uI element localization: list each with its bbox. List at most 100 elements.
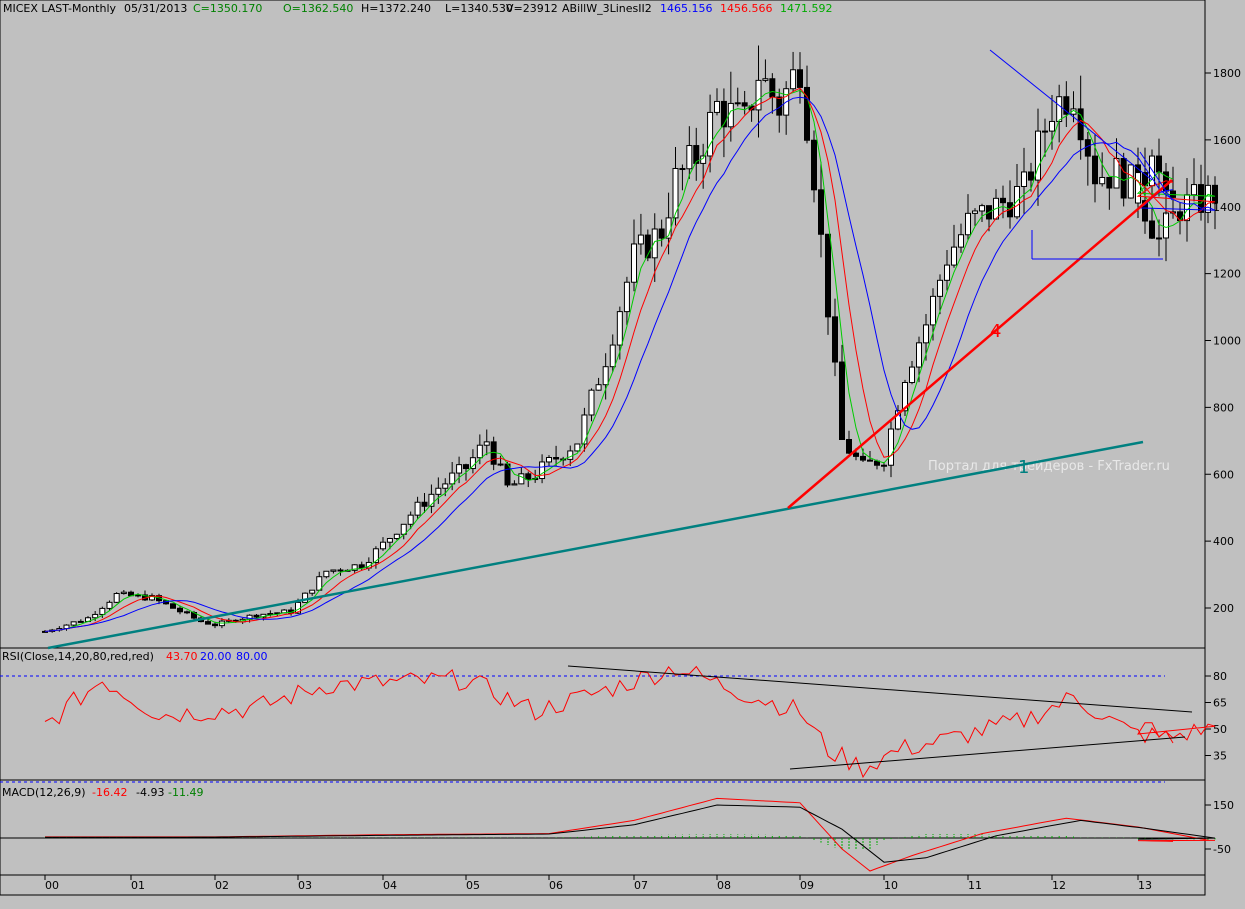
candle-body <box>693 145 700 164</box>
candle-body <box>1042 130 1048 133</box>
candle-body <box>1212 184 1218 204</box>
candle-body <box>393 533 400 539</box>
macd-value: -16.42 <box>92 786 127 799</box>
candle-body <box>483 441 490 446</box>
candle-body <box>421 501 428 507</box>
candle-body <box>846 438 852 454</box>
candle-body <box>120 591 127 595</box>
candle-body <box>637 234 644 245</box>
y-tick-label: 1000 <box>1213 335 1241 348</box>
macd-signal: -4.93 <box>136 786 164 799</box>
candle-body <box>755 79 762 111</box>
candle-body <box>518 473 525 485</box>
candle-body <box>456 464 463 474</box>
x-tick-label: 12 <box>1052 879 1066 892</box>
x-tick-label: 11 <box>968 879 982 892</box>
candle-body <box>99 607 106 615</box>
candle-body <box>77 620 84 623</box>
candle-body <box>595 384 602 391</box>
candle-body <box>644 234 651 259</box>
macd-panel <box>0 779 1206 876</box>
candle-body <box>734 102 741 105</box>
candle-body <box>407 514 414 525</box>
y-tick-label: 200 <box>1213 602 1234 615</box>
candle-body <box>609 344 616 368</box>
candle-body <box>707 111 714 157</box>
price-panel <box>0 0 1206 649</box>
candle-body <box>867 459 873 462</box>
x-tick-label: 06 <box>549 879 563 892</box>
candle-body <box>679 168 686 171</box>
y-tick-label: 1800 <box>1213 67 1241 80</box>
y-tick-label: 1600 <box>1213 134 1241 147</box>
candle-body <box>631 243 637 283</box>
candle-body <box>741 102 748 107</box>
candle-body <box>881 464 887 467</box>
candle-body <box>463 464 469 470</box>
volume-label: V=23912 <box>506 2 558 15</box>
green-line <box>44 89 1216 632</box>
candle-body <box>358 564 365 569</box>
rsi-line <box>44 665 1216 779</box>
x-tick-label: 08 <box>717 879 731 892</box>
candle-body <box>323 570 330 578</box>
rsi-tick-label: 35 <box>1213 750 1227 763</box>
watermark-text: Портал для трейдеров - FxTrader.ru <box>928 459 1170 474</box>
candle-body <box>1099 176 1106 185</box>
candle-body <box>1191 184 1197 196</box>
trendline-4 <box>787 179 1173 509</box>
x-tick-label: 09 <box>800 879 814 892</box>
rsi-tick-label: 50 <box>1213 723 1227 736</box>
rsi-value: 43.70 <box>166 650 198 663</box>
candle-body <box>602 366 609 386</box>
candle-body <box>909 366 915 384</box>
candle-body <box>497 463 504 466</box>
macd-hist: -11.49 <box>168 786 203 799</box>
candle-body <box>442 483 449 489</box>
candle-body <box>944 264 950 281</box>
rsi-label: RSI(Close,14,20,80,red,red) <box>2 650 154 663</box>
y-tick-label: 400 <box>1213 535 1234 548</box>
candle-body <box>902 382 908 412</box>
candle-body <box>811 139 817 191</box>
candle-body <box>574 443 581 452</box>
candle-body <box>1056 96 1063 122</box>
candle-body <box>372 548 379 563</box>
candle-body <box>797 69 803 88</box>
candle-body <box>205 621 211 625</box>
candle-body <box>1084 139 1091 157</box>
candle-body <box>135 594 141 597</box>
macd-header: MACD(12,26,9) -16.42 -4.93 -11.49 <box>2 786 203 799</box>
trendline-1-label: 1 <box>1018 457 1029 478</box>
macd-tick-label: -50 <box>1213 843 1231 856</box>
y-tick-label: 1400 <box>1213 201 1241 214</box>
candle-body <box>832 316 838 363</box>
candle-body <box>414 501 421 516</box>
candle-body <box>511 483 518 486</box>
candle-body <box>1120 158 1127 199</box>
candle-body <box>539 461 546 480</box>
candle-body <box>1092 155 1098 185</box>
candle-body <box>170 603 176 609</box>
candle-body <box>762 78 769 81</box>
candle-body <box>951 246 957 266</box>
candle-body <box>1000 197 1006 204</box>
candle-body <box>525 473 532 480</box>
candle-body <box>818 189 824 235</box>
chart-marks: 2004006008001000120014001600180080655035… <box>0 45 1241 892</box>
candle-body <box>546 457 552 463</box>
x-tick-label: 04 <box>383 879 397 892</box>
candle-body <box>149 595 155 601</box>
candle-body <box>623 281 630 313</box>
candle-body <box>972 210 978 214</box>
candle-body <box>1063 96 1070 115</box>
x-tick-label: 05 <box>466 879 480 892</box>
candle-body <box>42 630 48 633</box>
candle-body <box>672 168 679 219</box>
candle-body <box>337 569 344 572</box>
candle-body <box>435 487 442 495</box>
candle-body <box>1127 164 1134 199</box>
candle-body <box>1021 171 1027 187</box>
candle-body <box>1049 120 1055 132</box>
